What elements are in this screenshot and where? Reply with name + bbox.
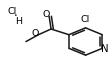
Text: H: H [15,17,22,26]
Text: O: O [42,10,49,19]
Text: Cl: Cl [8,7,17,16]
Text: Cl: Cl [80,15,89,24]
Text: O: O [31,29,38,38]
Text: N: N [100,44,108,54]
